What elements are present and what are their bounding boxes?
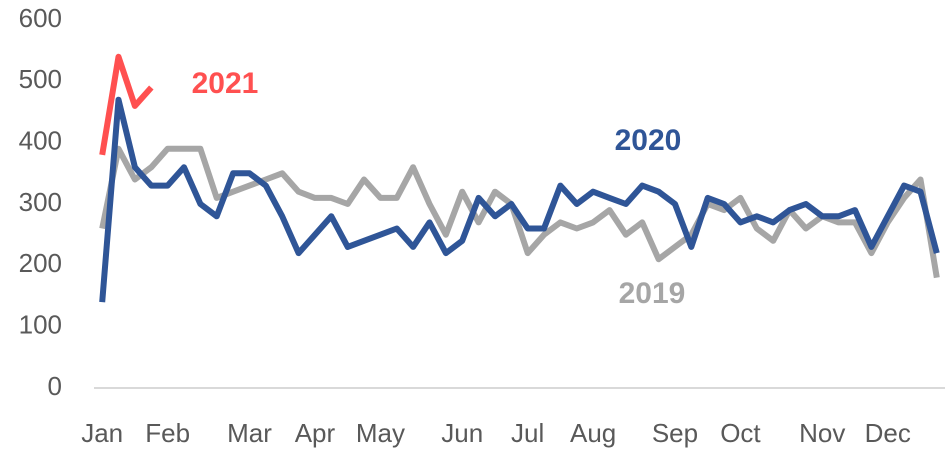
series-line <box>99 96 940 303</box>
series-line <box>99 53 154 156</box>
x-tick-label: Dec <box>865 418 911 448</box>
x-tick-label: Sep <box>652 418 698 448</box>
x-tick-label: Aug <box>570 418 616 448</box>
series-label: 2020 <box>615 124 682 157</box>
x-tick-label: Oct <box>720 418 761 448</box>
x-tick-label: Feb <box>145 418 190 448</box>
y-tick-label: 600 <box>19 3 62 33</box>
y-tick-label: 100 <box>19 310 62 340</box>
x-tick-label: Nov <box>799 418 845 448</box>
x-tick-label: Jun <box>441 418 483 448</box>
y-tick-label: 400 <box>19 126 62 156</box>
series-label: 2021 <box>192 67 259 100</box>
x-tick-label: Apr <box>295 418 336 448</box>
x-tick-label: Jan <box>81 418 123 448</box>
y-tick-label: 300 <box>19 187 62 217</box>
x-tick-label: Jul <box>511 418 544 448</box>
y-tick-label: 500 <box>19 64 62 94</box>
x-tick-label: May <box>356 418 405 448</box>
x-tick-label: Mar <box>227 418 272 448</box>
series-label: 2019 <box>619 277 686 310</box>
y-tick-label: 0 <box>48 371 62 401</box>
series-line <box>99 145 940 279</box>
y-tick-label: 200 <box>19 248 62 278</box>
